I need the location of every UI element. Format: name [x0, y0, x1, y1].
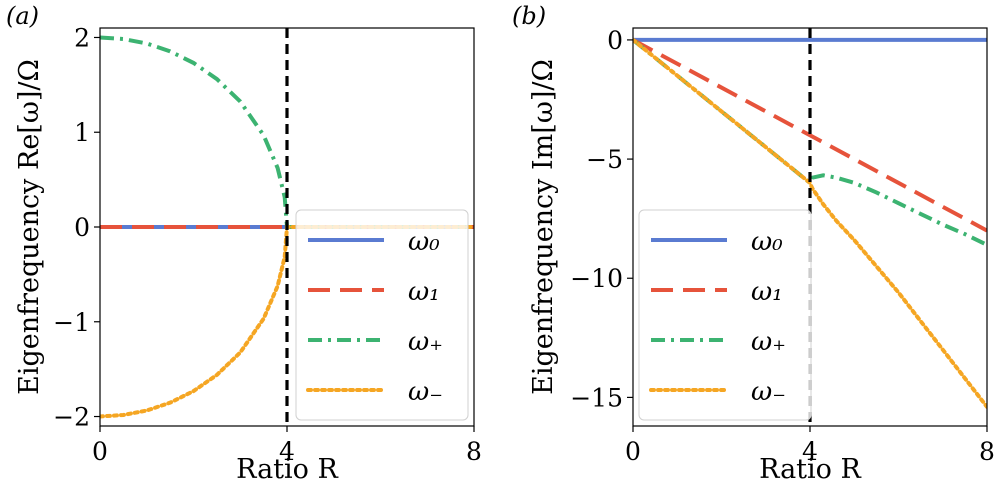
- series-line-omega-plus: [100, 35, 474, 229]
- legend-label: ω₀: [751, 227, 783, 257]
- x-tick-label: 8: [979, 437, 995, 466]
- x-tick-label: 0: [92, 437, 108, 466]
- y-tick-label: −1: [53, 308, 90, 337]
- y-tick-label: 2: [74, 23, 90, 52]
- series-line-omega-minus: [100, 225, 474, 419]
- series-line-omega-1: [633, 38, 987, 233]
- legend-label: ω₋: [751, 377, 786, 407]
- y-tick-label: −15: [570, 383, 623, 412]
- y-tick-label: 0: [74, 213, 90, 242]
- series-line-omega-plus: [633, 38, 987, 247]
- legend-label: ω₊: [408, 327, 443, 357]
- series-line-omega-minus: [633, 37, 987, 409]
- x-tick-label: 8: [466, 437, 482, 466]
- x-tick-label: 0: [625, 437, 641, 466]
- panel-label: (a): [6, 2, 39, 30]
- y-tick-label: −10: [570, 264, 623, 293]
- legend-label: ω₁: [751, 277, 783, 307]
- x-axis-label: Ratio R: [759, 454, 861, 485]
- legend-box: [638, 209, 812, 421]
- legend: ω₀ ω₁ ω₊ ω₋: [638, 209, 812, 421]
- y-tick-label: 0: [607, 26, 623, 55]
- y-tick-label: −2: [53, 403, 90, 432]
- y-tick-label: 1: [74, 118, 90, 147]
- x-tick-label: 4: [802, 437, 818, 466]
- legend-box: [295, 209, 469, 421]
- chart-panel-a: 0 4 8 2 1 0 −1 −2 Ratio R Eigenfrequency Re[ω]/Ω (…: [6, 2, 482, 485]
- chart-panel-b: 0 4 8 0 −5 −10 −15 Ratio R Eigenfrequency Im[ω]/…: [512, 2, 995, 485]
- legend-label: ω₁: [408, 277, 440, 307]
- y-tick-label: −5: [586, 145, 623, 174]
- legend-label: ω₊: [751, 327, 786, 357]
- legend: ω₀ ω₁ ω₊ ω₋: [295, 209, 469, 421]
- legend-label: ω₀: [408, 227, 440, 257]
- y-axis-label: Eigenfrequency Im[ω]/Ω: [528, 59, 559, 395]
- legend-label: ω₋: [408, 377, 443, 407]
- x-tick-label: 4: [279, 437, 295, 466]
- y-axis-label: Eigenfrequency Re[ω]/Ω: [14, 59, 45, 395]
- panel-label: (b): [512, 2, 546, 30]
- x-axis-label: Ratio R: [236, 454, 338, 485]
